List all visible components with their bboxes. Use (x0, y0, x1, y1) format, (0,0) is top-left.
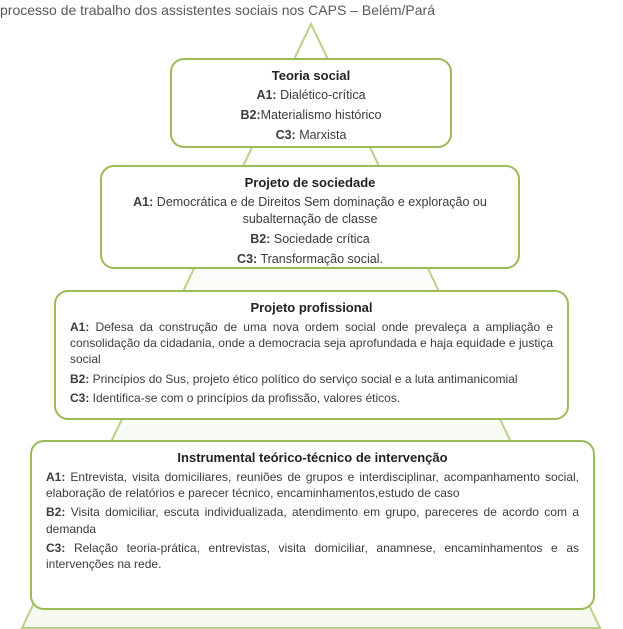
tier-4-line-a1: A1: Entrevista, visita domiciliares, reu… (46, 469, 579, 501)
tier-3-line-b2: B2: Princípios do Sus, projeto ético pol… (70, 371, 553, 387)
tier-2-line-b2: B2: Sociedade crítica (116, 231, 504, 248)
tier-4-line-b2: B2: Visita domiciliar, escuta individual… (46, 504, 579, 536)
tier-1-line-a1: A1: Dialético-crítica (186, 87, 436, 104)
tier-1-line-c3: C3: Marxista (186, 127, 436, 144)
tier-2-line-c3: C3: Transformação social. (116, 251, 504, 268)
tier-4-line-c3: C3: Relação teoria-prática, entrevistas,… (46, 540, 579, 572)
tier-2-box: Projeto de sociedade A1: Democrática e d… (100, 165, 520, 269)
tier-1-line-b2: B2:Materialismo histórico (186, 107, 436, 124)
tier-3-title: Projeto profissional (70, 300, 553, 315)
tier-4-box: Instrumental teórico-técnico de interven… (30, 440, 595, 610)
tier-2-line-a1: A1: Democrática e de Direitos Sem domina… (116, 194, 504, 228)
tier-3-line-c3: C3: Identifica-se com o princípios da pr… (70, 390, 553, 406)
tier-4-title: Instrumental teórico-técnico de interven… (46, 450, 579, 465)
tier-1-title: Teoria social (186, 68, 436, 83)
tier-3-line-a1: A1: Defesa da construção de uma nova ord… (70, 319, 553, 368)
tier-3-box: Projeto profissional A1: Defesa da const… (54, 290, 569, 420)
tier-1-box: Teoria social A1: Dialético-crítica B2:M… (170, 58, 452, 148)
tier-2-title: Projeto de sociedade (116, 175, 504, 190)
